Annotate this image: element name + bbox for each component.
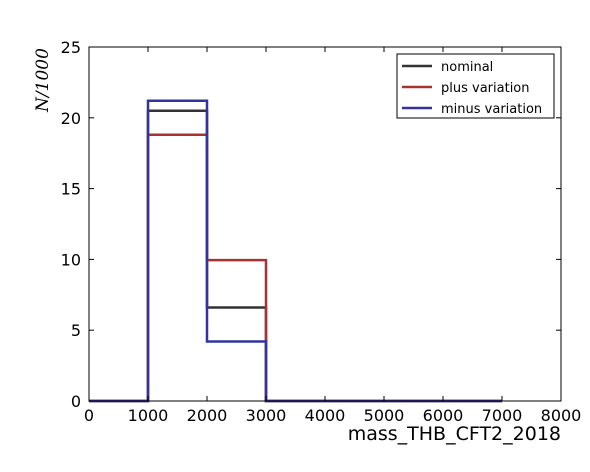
legend-label-plus-variation: plus variation xyxy=(441,81,530,96)
x-tick-label-8000: 8000 xyxy=(541,406,582,425)
x-tick-label-2000: 2000 xyxy=(187,406,228,425)
y-tick-label-25: 25 xyxy=(61,38,81,57)
x-tick-label-7000: 7000 xyxy=(482,406,523,425)
x-tick-label-0: 0 xyxy=(84,406,94,425)
tick-label-layer: 0 1000 2000 3000 4000 5000 6000 7000 8000 0 5 10 15 2… xyxy=(61,38,582,425)
y-tick-label-10: 10 xyxy=(61,250,81,269)
x-axis-title: mass_THB_CFT2_2018 xyxy=(348,423,561,445)
legend-label-nominal: nominal xyxy=(441,60,493,75)
x-tick-label-1000: 1000 xyxy=(128,406,169,425)
y-tick-label-0: 0 xyxy=(71,392,81,411)
y-tick-label-15: 15 xyxy=(61,180,81,199)
tick-layer xyxy=(88,46,562,402)
y-axis-title: N/1000 xyxy=(33,48,53,113)
legend-label-minus-variation: minus variation xyxy=(441,102,542,117)
x-tick-label-4000: 4000 xyxy=(305,406,346,425)
x-tick-label-5000: 5000 xyxy=(364,406,405,425)
y-tick-label-20: 20 xyxy=(61,109,81,128)
x-tick-label-3000: 3000 xyxy=(246,406,287,425)
y-tick-label-5: 5 xyxy=(71,321,81,340)
legend: nominal plus variation minus variation xyxy=(396,53,555,119)
x-tick-label-6000: 6000 xyxy=(423,406,464,425)
